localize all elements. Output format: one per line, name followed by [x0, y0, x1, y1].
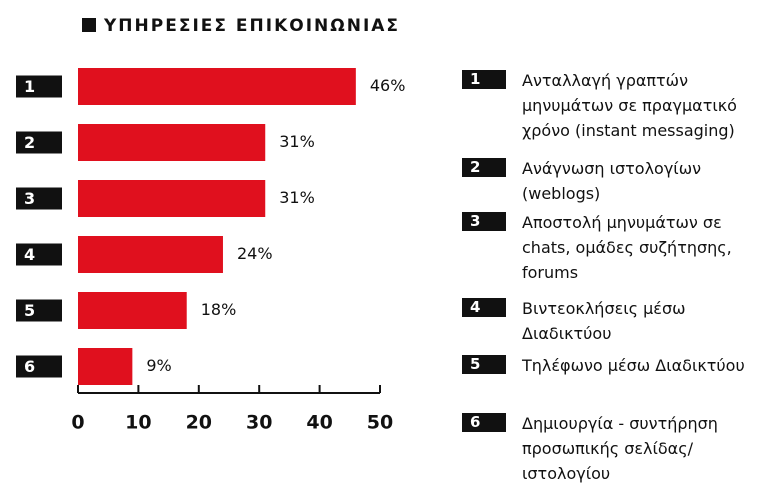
chart-title: ΥΠΗΡΕΣΙΕΣ ΕΠΙΚΟΙΝΩΝΙΑΣ [103, 16, 400, 36]
legend-text: Ανταλλαγή γραπτών μηνυμάτων σε πραγματικ… [522, 71, 737, 140]
value-label: 9% [146, 356, 171, 375]
value-label: 18% [201, 300, 237, 319]
legend-item: 5 Τηλέφωνο μέσω Διαδικτύου [462, 353, 762, 378]
category-box [16, 131, 62, 154]
legend-text: Αποστολή μηνυμάτων σε chats, ομάδες συζή… [522, 213, 732, 282]
legend-number: 3 [462, 212, 506, 231]
x-tick-label: 20 [186, 412, 212, 434]
value-label: 24% [237, 244, 273, 263]
y-tick-label: 5 [24, 301, 35, 320]
bar [78, 124, 266, 161]
x-tick-label: 0 [71, 412, 84, 434]
bar [78, 68, 356, 105]
x-tick-label: 10 [125, 412, 151, 434]
value-label: 31% [279, 132, 315, 151]
title-marker [82, 18, 96, 32]
x-tick-label: 50 [367, 412, 393, 434]
x-tick-label: 40 [306, 412, 332, 434]
y-tick-label: 2 [24, 133, 35, 152]
legend-number: 5 [462, 355, 506, 374]
bar [78, 348, 133, 385]
y-tick-label: 3 [24, 189, 35, 208]
category-box [16, 187, 62, 210]
category-box [16, 75, 62, 98]
y-tick-label: 6 [24, 357, 35, 376]
value-label: 46% [370, 76, 406, 95]
bar [78, 292, 187, 329]
y-tick-label: 4 [24, 245, 35, 264]
legend-item: 1 Ανταλλαγή γραπτών μηνυμάτων σε πραγματι… [462, 68, 762, 143]
category-box [16, 355, 62, 378]
legend-number: 6 [462, 413, 506, 432]
legend-text: Τηλέφωνο μέσω Διαδικτύου [522, 356, 745, 375]
legend-item: 4 Βιντεοκλήσεις μέσω Διαδικτύου [462, 296, 762, 346]
legend-number: 2 [462, 158, 506, 177]
category-box [16, 243, 62, 266]
legend-number: 1 [462, 70, 506, 89]
legend-number: 4 [462, 298, 506, 317]
legend-item: 6 Δημιουργία - συντήρηση προσωπικής σελίδ… [462, 411, 762, 486]
legend-item: 2 Ανάγνωση ιστολογίων (weblogs) [462, 156, 762, 206]
bar [78, 236, 223, 273]
y-tick-label: 1 [24, 77, 35, 96]
value-label: 31% [279, 188, 315, 207]
legend-item: 3 Αποστολή μηνυμάτων σε chats, ομάδες συζ… [462, 210, 762, 285]
legend-text: Βιντεοκλήσεις μέσω Διαδικτύου [522, 299, 686, 343]
legend-text: Δημιουργία - συντήρηση προσωπικής σελίδα… [522, 414, 718, 483]
x-tick-label: 30 [246, 412, 272, 434]
bar [78, 180, 266, 217]
legend-text: Ανάγνωση ιστολογίων (weblogs) [522, 159, 702, 203]
category-box [16, 299, 62, 322]
